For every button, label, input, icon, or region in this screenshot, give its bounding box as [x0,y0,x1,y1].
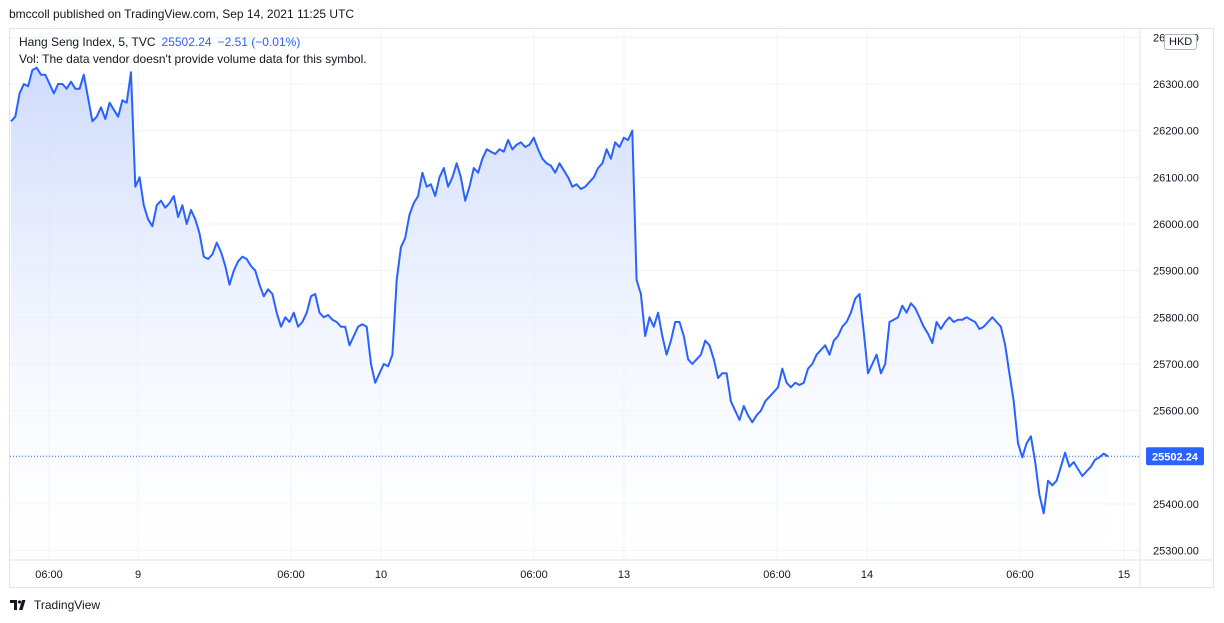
y-tick-label: 25800.00 [1153,312,1199,324]
y-tick-label: 25700.00 [1153,359,1199,371]
y-tick-label: 25400.00 [1153,499,1199,511]
y-tick-label: 26300.00 [1153,79,1199,91]
x-tick-label: 13 [618,569,630,581]
x-tick-label: 06:00 [520,569,548,581]
y-tick-label: 25900.00 [1153,266,1199,278]
x-tick-label: 10 [375,569,387,581]
last-price-tag-label: 25502.24 [1152,451,1199,463]
x-tick-label: 9 [135,569,141,581]
chart-frame [9,28,1214,588]
legend-change: −2.51 (−0.01%) [217,35,301,49]
y-tick-label: 26200.00 [1153,126,1199,138]
y-tick-label: 26000.00 [1153,219,1199,231]
y-tick-label: 26100.00 [1153,172,1199,184]
last-price-tag: 25502.24 [1146,447,1204,466]
y-tick-label: 25600.00 [1153,406,1199,418]
legend-last-value: 25502.24 [161,35,212,49]
footer-brand[interactable]: TradingView [10,598,100,612]
footer-brand-label: TradingView [34,598,101,612]
price-line [10,66,1109,515]
x-tick-label: 06:00 [763,569,791,581]
chart-legend: Hang Seng Index, 5, TVC 25502.24 −2.51 (−0… [19,35,300,49]
price-area-fill [11,67,1108,560]
y-axis: 25300.0025400.0025500.0025600.0025700.00… [1153,32,1199,557]
x-tick-label: 06:00 [277,569,305,581]
volume-note: Vol: The data vendor doesn't provide vol… [19,52,367,66]
tradingview-logo-icon [10,600,26,610]
x-tick-label: 06:00 [35,569,63,581]
x-tick-label: 14 [861,569,873,581]
x-tick-label: 15 [1118,569,1130,581]
x-axis: 06:00 9 06:00 10 06:00 13 06:00 14 06:00 15 [35,569,1130,581]
publish-info: bmccoll published on TradingView.com, Se… [9,7,355,21]
y-tick-label: 25300.00 [1153,546,1199,558]
x-tick-label: 06:00 [1006,569,1034,581]
last-price-tag-bg [1146,447,1204,466]
legend-symbol: Hang Seng Index, 5, TVC [19,35,156,49]
currency-button[interactable]: HKD [1164,34,1198,50]
